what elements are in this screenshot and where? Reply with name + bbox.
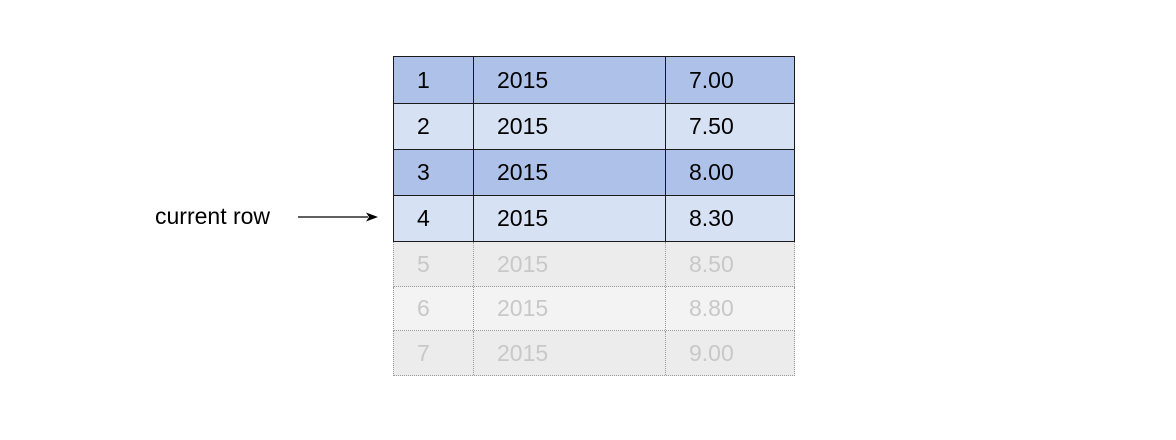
row-number-cell: 3: [394, 150, 474, 195]
row-number-cell: 7: [394, 331, 474, 375]
table-row: 2 2015 7.50: [393, 103, 795, 149]
year-cell: 2015: [474, 57, 666, 103]
year-cell: 2015: [474, 150, 666, 195]
table-row: 1 2015 7.00: [393, 56, 795, 103]
row-number-cell: 2: [394, 104, 474, 149]
row-number-cell: 4: [394, 196, 474, 241]
row-number-cell: 1: [394, 57, 474, 103]
current-row-label: current row: [155, 203, 271, 229]
faded-table-row: 5 2015 8.50: [393, 242, 795, 287]
current-table-row: 4 2015 8.30: [393, 195, 795, 242]
value-cell: 8.80: [689, 295, 734, 321]
current-row-arrow-icon: [298, 212, 378, 222]
row-number-cell: 6: [394, 287, 474, 330]
year-cell: 2015: [474, 331, 666, 375]
year-cell: 2015: [474, 242, 666, 286]
faded-table-row: 6 2015 8.80: [393, 287, 795, 331]
row-number-cell: 5: [394, 242, 474, 286]
value-cell: 8.50: [689, 250, 734, 277]
year-cell: 2015: [474, 287, 666, 330]
value-cell: 9.00: [689, 339, 734, 366]
value-cell: 8.00: [689, 159, 734, 185]
faded-table-row: 7 2015 9.00: [393, 331, 795, 376]
value-cell: 8.30: [689, 205, 734, 231]
year-cell: 2015: [474, 104, 666, 149]
value-cell: 7.00: [689, 66, 734, 93]
table-row: 3 2015 8.00: [393, 149, 795, 195]
year-cell: 2015: [474, 196, 666, 241]
value-cell: 7.50: [689, 113, 734, 139]
